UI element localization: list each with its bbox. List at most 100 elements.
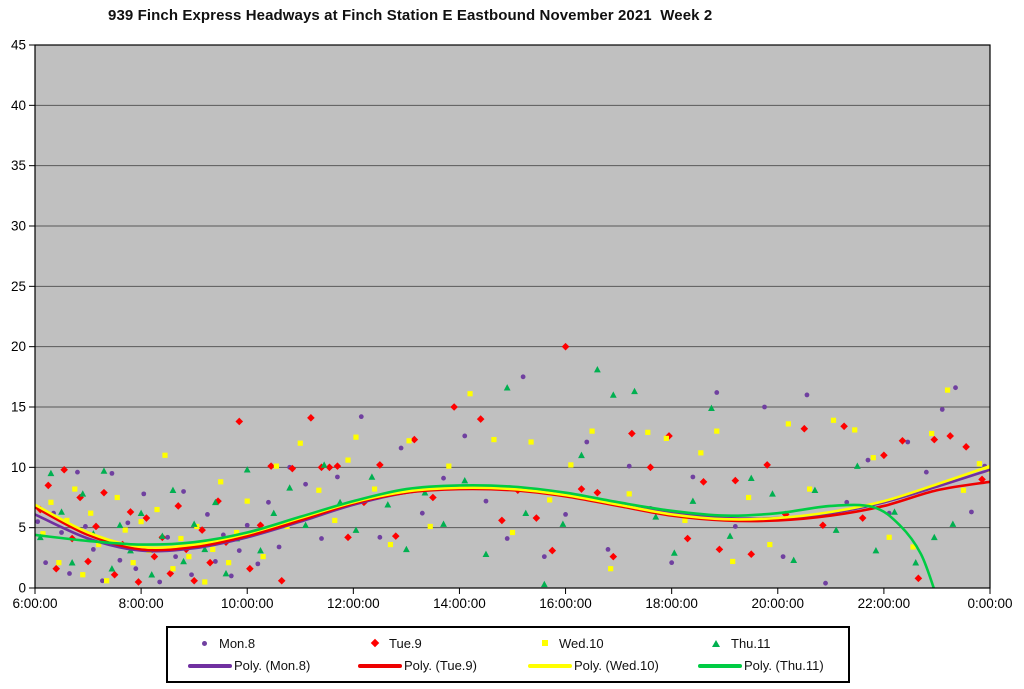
point-Thu.11 bbox=[689, 497, 697, 504]
y-tick-label: 35 bbox=[11, 158, 26, 173]
point-Mon.8 bbox=[804, 392, 810, 398]
point-Tue.9 bbox=[476, 415, 485, 423]
point-Thu.11 bbox=[320, 461, 328, 468]
point-Mon.8 bbox=[939, 407, 945, 412]
point-Tue.9 bbox=[92, 522, 100, 531]
point-Mon.8 bbox=[969, 509, 974, 515]
point-Wed.10 bbox=[244, 498, 250, 504]
point-Thu.11 bbox=[522, 509, 530, 516]
point-Thu.11 bbox=[158, 532, 166, 539]
point-Wed.10 bbox=[114, 494, 120, 501]
point-Wed.10 bbox=[568, 462, 574, 468]
y-tick-label: 5 bbox=[18, 520, 26, 535]
point-Wed.10 bbox=[626, 491, 632, 497]
point-Tue.9 bbox=[683, 534, 692, 543]
point-Wed.10 bbox=[353, 434, 359, 440]
point-Thu.11 bbox=[201, 545, 209, 553]
plot-background bbox=[35, 45, 990, 588]
x-tick-label: 6:00:00 bbox=[12, 596, 57, 611]
point-Wed.10 bbox=[332, 517, 338, 524]
point-Thu.11 bbox=[811, 486, 819, 494]
legend-label-poly-wed10: Poly. (Wed.10) bbox=[574, 658, 659, 674]
legend-item-poly-wed10[interactable]: Poly. (Wed.10) bbox=[508, 658, 678, 673]
point-Tue.9 bbox=[190, 576, 198, 585]
mon8-circle-marker-icon bbox=[202, 640, 207, 646]
legend-item-tue9[interactable]: Tue.9 bbox=[338, 636, 508, 651]
point-Mon.8 bbox=[67, 571, 72, 576]
plot-border bbox=[34, 44, 991, 589]
point-Tue.9 bbox=[307, 414, 315, 422]
point-Mon.8 bbox=[398, 445, 404, 451]
point-Thu.11 bbox=[593, 365, 601, 373]
legend-item-wed10[interactable]: Wed.10 bbox=[508, 636, 678, 651]
legend-item-poly-tue9[interactable]: Poly. (Tue.9) bbox=[338, 658, 508, 673]
point-Mon.8 bbox=[563, 511, 568, 517]
point-Mon.8 bbox=[59, 530, 64, 535]
point-Mon.8 bbox=[669, 560, 675, 566]
legend-trendline-row: Poly. (Mon.8) Poly. (Tue.9) Poly. (Wed.1… bbox=[168, 658, 848, 673]
point-Mon.8 bbox=[335, 474, 340, 480]
point-Mon.8 bbox=[90, 546, 96, 552]
poly-thu11-line-icon bbox=[698, 663, 742, 668]
thu11-triangle-marker-icon bbox=[712, 639, 720, 647]
y-tick-label: 10 bbox=[11, 460, 26, 475]
point-Tue.9 bbox=[577, 485, 586, 493]
point-Tue.9 bbox=[914, 574, 923, 583]
point-Thu.11 bbox=[652, 513, 660, 520]
point-Tue.9 bbox=[246, 564, 254, 573]
point-Mon.8 bbox=[117, 557, 123, 563]
point-Thu.11 bbox=[108, 565, 116, 572]
point-Mon.8 bbox=[236, 548, 242, 553]
point-Thu.11 bbox=[137, 509, 145, 516]
point-Tue.9 bbox=[532, 514, 541, 522]
point-Thu.11 bbox=[402, 545, 410, 553]
point-Wed.10 bbox=[944, 387, 951, 393]
point-Thu.11 bbox=[384, 501, 392, 508]
point-Wed.10 bbox=[929, 430, 935, 437]
point-Thu.11 bbox=[286, 484, 294, 491]
legend-item-poly-thu11[interactable]: Poly. (Thu.11) bbox=[678, 658, 848, 673]
point-Wed.10 bbox=[547, 497, 553, 503]
point-Thu.11 bbox=[58, 508, 65, 515]
point-Tue.9 bbox=[60, 465, 68, 474]
chart-title: 939 Finch Express Headways at Finch Stat… bbox=[108, 7, 713, 24]
y-tick-label: 45 bbox=[11, 38, 26, 53]
point-Wed.10 bbox=[406, 438, 412, 444]
point-Thu.11 bbox=[211, 498, 219, 506]
point-Tue.9 bbox=[880, 451, 888, 460]
point-Wed.10 bbox=[234, 529, 240, 536]
point-Tue.9 bbox=[548, 546, 557, 555]
point-Wed.10 bbox=[170, 566, 176, 572]
point-Thu.11 bbox=[79, 490, 87, 497]
point-Thu.11 bbox=[578, 451, 585, 459]
point-Tue.9 bbox=[206, 558, 214, 567]
legend-label-thu11: Thu.11 bbox=[731, 635, 771, 651]
point-Wed.10 bbox=[714, 428, 720, 434]
point-Thu.11 bbox=[222, 569, 230, 577]
point-Tue.9 bbox=[126, 508, 135, 516]
point-Tue.9 bbox=[52, 564, 61, 573]
legend-item-poly-mon8[interactable]: Poly. (Mon.8) bbox=[168, 658, 338, 673]
point-Thu.11 bbox=[708, 404, 715, 412]
legend-marker-row: Mon.8 Tue.9 Wed.10 Thu.11 bbox=[168, 636, 848, 651]
point-Wed.10 bbox=[509, 529, 516, 536]
point-Tue.9 bbox=[277, 576, 286, 585]
chart-legend[interactable]: Mon.8 Tue.9 Wed.10 Thu.11 Poly. (Mon.8) bbox=[166, 626, 850, 683]
point-Mon.8 bbox=[358, 414, 364, 420]
point-Tue.9 bbox=[410, 435, 419, 444]
point-Tue.9 bbox=[930, 435, 939, 444]
point-Mon.8 bbox=[520, 374, 526, 380]
point-Mon.8 bbox=[212, 559, 218, 564]
point-Mon.8 bbox=[173, 554, 178, 560]
point-Tue.9 bbox=[391, 532, 400, 540]
point-Tue.9 bbox=[699, 478, 708, 486]
point-Wed.10 bbox=[682, 517, 688, 524]
point-Thu.11 bbox=[169, 486, 177, 494]
point-Wed.10 bbox=[910, 544, 916, 550]
legend-item-mon8[interactable]: Mon.8 bbox=[168, 636, 338, 651]
legend-item-thu11[interactable]: Thu.11 bbox=[678, 636, 848, 651]
point-Tue.9 bbox=[450, 403, 458, 411]
tue9-diamond-marker-icon bbox=[370, 638, 380, 648]
point-Mon.8 bbox=[141, 491, 147, 497]
